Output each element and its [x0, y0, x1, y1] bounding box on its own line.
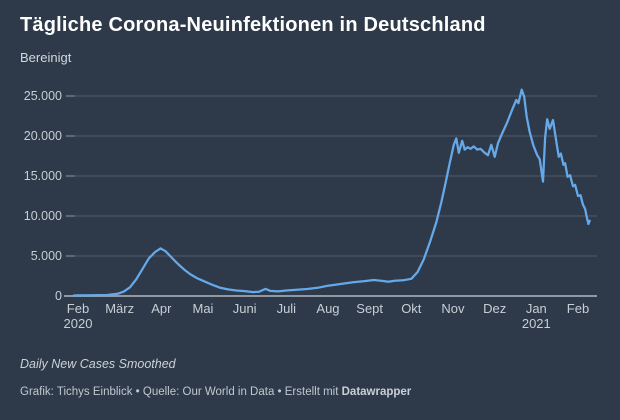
y-axis-tick-label: 20.000: [23, 129, 62, 143]
x-axis-tick-label: Sept: [342, 301, 398, 316]
x-axis-tick-label: Okt: [383, 301, 439, 316]
series-note: Daily New Cases Smoothed: [20, 357, 176, 371]
month-label: Juni: [232, 301, 257, 316]
year-label: 2020: [63, 316, 93, 331]
x-axis-tick-label: Dez: [467, 301, 523, 316]
x-axis-tick-label: Apr: [133, 301, 189, 316]
month-label: Feb: [66, 301, 90, 316]
data-series-line: [72, 88, 591, 297]
month-label: März: [105, 301, 135, 316]
x-axis-tick-label: Juni: [217, 301, 273, 316]
month-label: Okt: [401, 301, 422, 316]
month-label: Juli: [276, 301, 297, 316]
x-axis-tick-label: März: [92, 301, 148, 316]
y-axis-tick-label: 0: [55, 289, 62, 303]
x-axis-tick-label: Jan 2021: [508, 301, 564, 331]
month-label: Aug: [316, 301, 340, 316]
x-axis-tick-label: Juli: [258, 301, 314, 316]
month-label: Mai: [192, 301, 214, 316]
y-axis-tick-label: 25.000: [23, 89, 62, 103]
year-label: 2021: [521, 316, 551, 331]
x-axis-tick-label: Feb: [550, 301, 606, 316]
month-label: Apr: [151, 301, 172, 316]
chart-title: Tägliche Corona-Neuinfektionen in Deutsc…: [20, 14, 486, 36]
month-label: Dez: [483, 301, 507, 316]
x-axis-tick-label: Feb 2020: [50, 301, 106, 331]
x-axis-tick-label: Mai: [175, 301, 231, 316]
month-label: Sept: [356, 301, 384, 316]
x-axis-tick-label: Nov: [425, 301, 481, 316]
credits-text: Grafik: Tichys Einblick • Quelle: Our Wo…: [20, 386, 342, 398]
y-axis-tick-label: 5.000: [30, 249, 62, 263]
month-label: Feb: [566, 301, 590, 316]
datawrapper-link[interactable]: Datawrapper: [341, 386, 412, 398]
credits-line: Grafik: Tichys Einblick • Quelle: Our Wo…: [20, 386, 411, 398]
chart-subtitle: Bereinigt: [20, 50, 72, 65]
y-axis-tick-label: 10.000: [23, 209, 62, 223]
month-label: Jan: [525, 301, 547, 316]
x-axis-tick-label: Aug: [300, 301, 356, 316]
month-label: Nov: [441, 301, 465, 316]
y-axis-tick-label: 15.000: [23, 169, 62, 183]
